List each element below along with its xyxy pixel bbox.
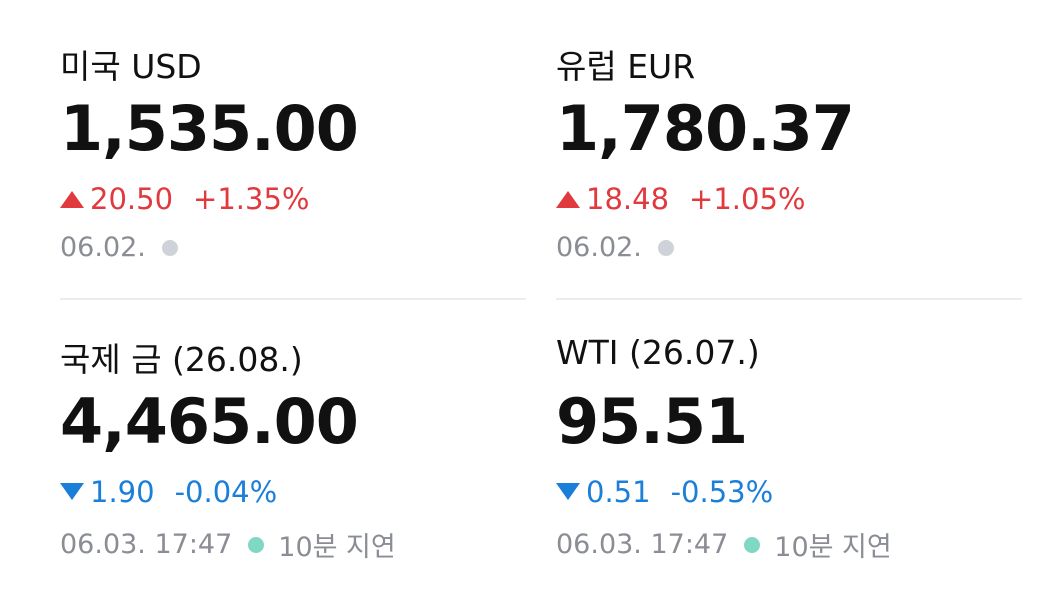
quote-date: 06.02. — [556, 232, 642, 263]
quote-title: 유럽 EUR — [556, 47, 696, 86]
change-percent: -0.53% — [670, 475, 774, 509]
change-row: 0.51 -0.53% — [556, 475, 773, 509]
change-arrow — [556, 483, 580, 500]
arrow-shape — [60, 483, 84, 500]
quote-price: 95.51 — [556, 385, 748, 458]
arrow-shape — [556, 483, 580, 500]
change-arrow — [60, 191, 84, 208]
status-dot — [161, 239, 178, 256]
change-value: 18.48 — [586, 182, 670, 216]
quote-date: 06.03. 17:47 — [556, 529, 729, 560]
quote-card[interactable]: 유럽 EUR 1,780.37 18.48 +1.05% 06.02. — [556, 0, 1022, 300]
change-row: 1.90 -0.04% — [60, 475, 277, 509]
change-value: 0.51 — [586, 475, 651, 509]
meta-row: 06.03. 17:47 10분 지연 — [60, 525, 396, 564]
change-percent: -0.04% — [174, 475, 278, 509]
quote-date: 06.02. — [60, 232, 146, 263]
change-value: 20.50 — [90, 182, 174, 216]
status-dot — [744, 536, 761, 553]
status-dot — [657, 239, 674, 256]
quote-title: WTI (26.07.) — [556, 333, 760, 372]
status-dot — [248, 536, 265, 553]
quote-price: 1,535.00 — [60, 92, 359, 165]
change-arrow — [556, 191, 580, 208]
change-arrow — [60, 483, 84, 500]
arrow-shape — [556, 191, 580, 208]
quote-date: 06.03. 17:47 — [60, 529, 233, 560]
quote-price: 4,465.00 — [60, 385, 359, 458]
quote-card[interactable]: 미국 USD 1,535.00 20.50 +1.35% 06.02. — [60, 0, 526, 300]
change-row: 18.48 +1.05% — [556, 182, 805, 216]
delay-label: 10분 지연 — [774, 532, 892, 563]
change-percent: +1.05% — [689, 182, 806, 216]
change-row: 20.50 +1.35% — [60, 182, 309, 216]
divider — [60, 298, 526, 300]
meta-row: 06.02. — [60, 232, 192, 263]
meta-row: 06.02. — [556, 232, 688, 263]
quote-price: 1,780.37 — [556, 92, 855, 165]
delay-label: 10분 지연 — [278, 532, 396, 563]
meta-row: 06.03. 17:47 10분 지연 — [556, 525, 892, 564]
divider — [556, 298, 1022, 300]
change-percent: +1.35% — [193, 182, 310, 216]
quote-title: 미국 USD — [60, 47, 202, 86]
arrow-shape — [60, 191, 84, 208]
quote-title: 국제 금 (26.08.) — [60, 340, 303, 379]
quote-card[interactable]: WTI (26.07.) 95.51 0.51 -0.53% 06.03. 17:47 1… — [556, 293, 1022, 583]
quote-card[interactable]: 국제 금 (26.08.) 4,465.00 1.90 -0.04% 06.03. 17… — [60, 293, 526, 583]
change-value: 1.90 — [90, 475, 155, 509]
